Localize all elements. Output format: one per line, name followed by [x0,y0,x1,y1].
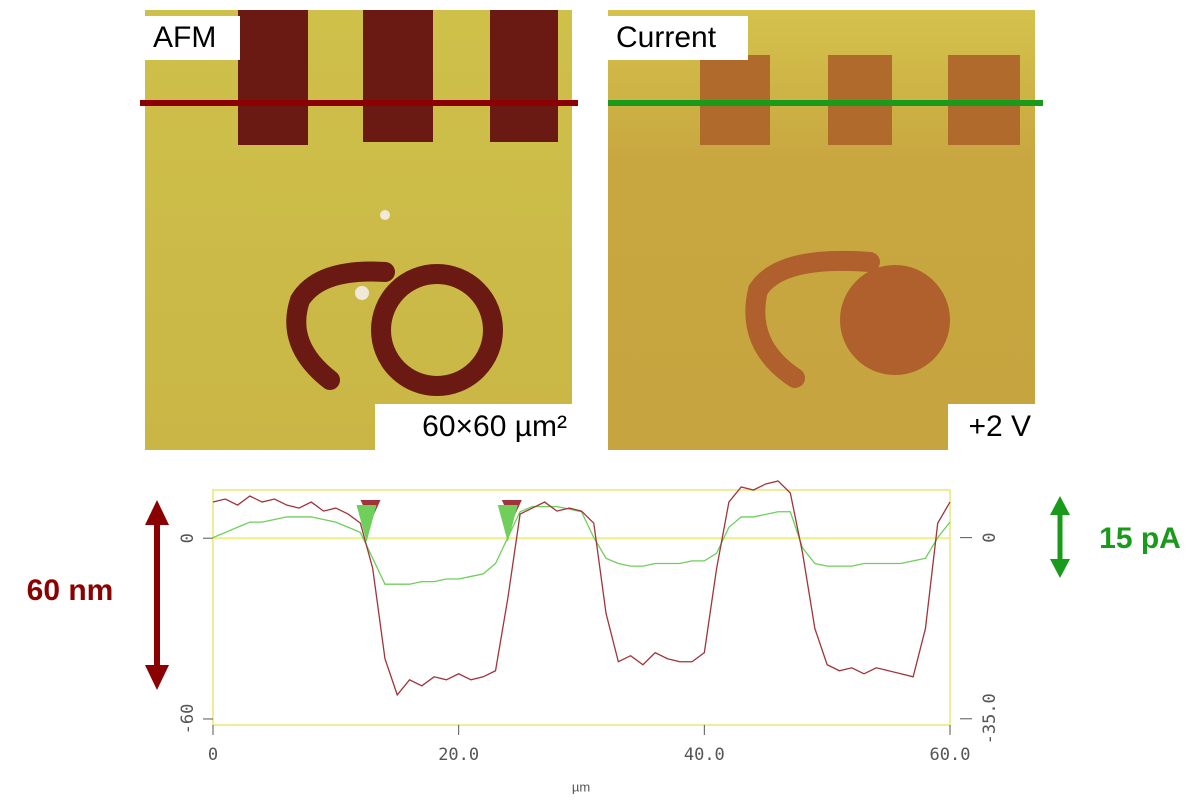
panel-label: AFM [153,21,216,54]
y-tick-label: -60 [178,704,198,735]
cursor-marker [356,505,377,542]
current-image [608,10,1035,450]
label-box [145,16,240,60]
afm-image [145,10,572,450]
label-box [608,16,748,60]
height-annotation: 60 nm [27,574,114,607]
y2-tick-label: 0 [980,532,1000,542]
plot-frame [212,489,951,726]
current-annotation: 15 pA [1099,522,1181,555]
data-line [212,480,951,697]
label-box [375,404,572,450]
current-arrow [1050,496,1070,578]
y2-tick-label: -35.0 [980,693,1000,744]
data-line [212,505,951,585]
bias-label: +2 V [968,410,1031,443]
panel-label: Current [616,21,717,54]
x-tick-label: 20.0 [438,745,479,765]
x-axis-label: µm [572,779,590,794]
height-arrow [145,500,169,690]
scale-label: 60×60 µm² [422,410,567,443]
x-tick-label: 40.0 [684,745,725,765]
label-box [948,404,1035,450]
x-tick-label: 0 [208,745,218,765]
cursor-marker [497,505,518,542]
y-tick-label: 0 [178,533,198,543]
x-tick-label: 60.0 [930,745,971,765]
